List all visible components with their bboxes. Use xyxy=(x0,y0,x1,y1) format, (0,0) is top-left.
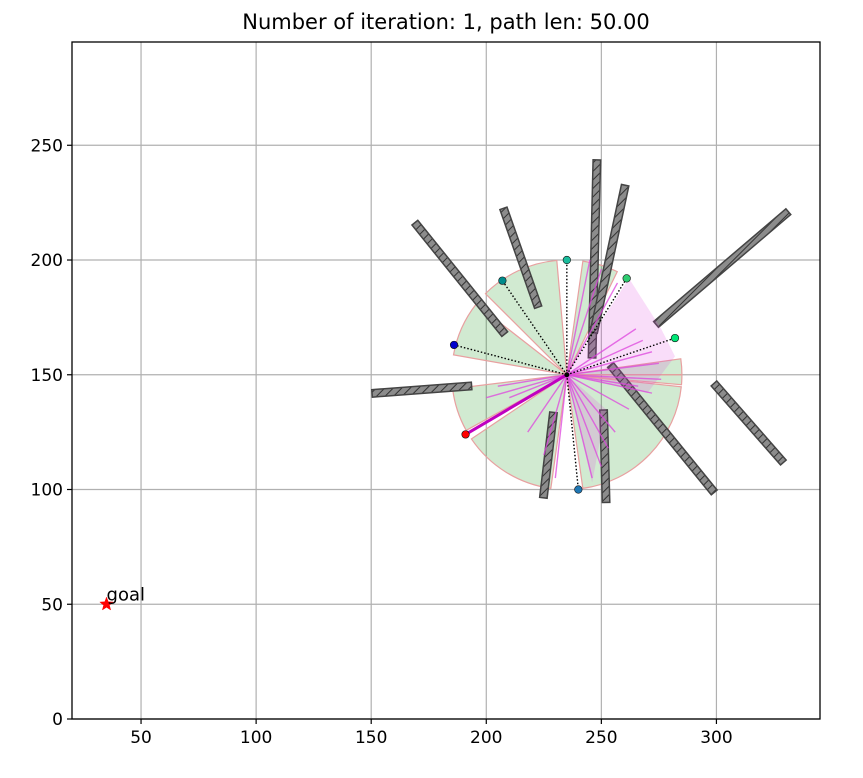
sweep-line xyxy=(566,259,591,375)
obstacle xyxy=(600,410,610,502)
sweep-line xyxy=(486,374,568,399)
sweep-line xyxy=(566,374,609,449)
path-line xyxy=(464,373,568,436)
y-tick-label: 150 xyxy=(31,366,63,386)
axis-ticks: 50 100 150 200 250 300 0 50 100 150 200 250 xyxy=(31,136,733,748)
sweep-line xyxy=(497,374,567,387)
sweep-line xyxy=(566,374,662,381)
ray-endpoint xyxy=(562,255,571,265)
ray-endpoint xyxy=(449,340,459,350)
sensor-ray xyxy=(566,337,676,376)
ray-endpoints xyxy=(449,255,680,494)
sweep-line xyxy=(566,374,603,467)
x-tick-label: 50 xyxy=(130,728,152,748)
obstacle xyxy=(654,209,790,327)
ray-endpoint xyxy=(574,485,583,494)
x-tick-label: 100 xyxy=(240,728,272,748)
y-tick-label: 0 xyxy=(52,710,63,730)
obstacle xyxy=(372,383,472,397)
sweep-line xyxy=(509,374,568,399)
sweep-line xyxy=(566,374,616,433)
y-tick-label: 200 xyxy=(31,251,63,271)
obstacle xyxy=(500,207,541,308)
y-tick-label: 100 xyxy=(31,481,63,501)
ray-endpoint xyxy=(461,430,470,439)
x-tick-label: 200 xyxy=(470,728,502,748)
goal-marker xyxy=(99,596,114,611)
ray-endpoint xyxy=(670,333,680,343)
sweep-line xyxy=(566,374,593,479)
y-tick-label: 50 xyxy=(41,595,63,615)
sweep-line xyxy=(527,374,568,433)
path xyxy=(464,373,568,436)
ray-endpoint xyxy=(498,276,507,285)
sweep-wedge xyxy=(566,278,676,394)
ray-endpoint xyxy=(622,274,631,283)
goal-star xyxy=(99,596,114,611)
sensor-sectors xyxy=(451,259,683,490)
sweep-line xyxy=(566,374,639,387)
sensor-sector xyxy=(566,374,682,490)
sweep-line xyxy=(566,362,659,376)
sensor-rays xyxy=(453,260,676,490)
sweep-line xyxy=(566,268,603,375)
sweep-line xyxy=(566,351,653,376)
plot-background xyxy=(72,42,820,719)
sweep-line xyxy=(543,374,568,456)
chart-title: Number of iteration: 1, path len: 50.00 xyxy=(242,10,649,34)
x-tick-label: 250 xyxy=(585,728,617,748)
x-tick-label: 150 xyxy=(355,728,387,748)
goal-label: goal xyxy=(107,584,145,605)
x-tick-label: 300 xyxy=(700,728,732,748)
sweep-line xyxy=(566,339,644,376)
obstacle xyxy=(590,185,628,333)
sensor-ray xyxy=(566,278,628,376)
plot-area xyxy=(99,159,792,611)
sweep-lines xyxy=(486,259,676,483)
sweep-line xyxy=(566,374,630,410)
sweep-line xyxy=(554,374,568,479)
plot-frame xyxy=(71,41,821,720)
sweep-line xyxy=(566,282,619,376)
sweep-line xyxy=(566,374,653,394)
robot-position xyxy=(564,372,570,378)
obstacle xyxy=(712,382,786,464)
y-tick-label: 250 xyxy=(31,136,63,156)
sensor-ray xyxy=(501,280,568,376)
sweep-line xyxy=(566,328,637,376)
obstacle xyxy=(413,221,507,336)
sweep-wedge xyxy=(566,374,606,483)
